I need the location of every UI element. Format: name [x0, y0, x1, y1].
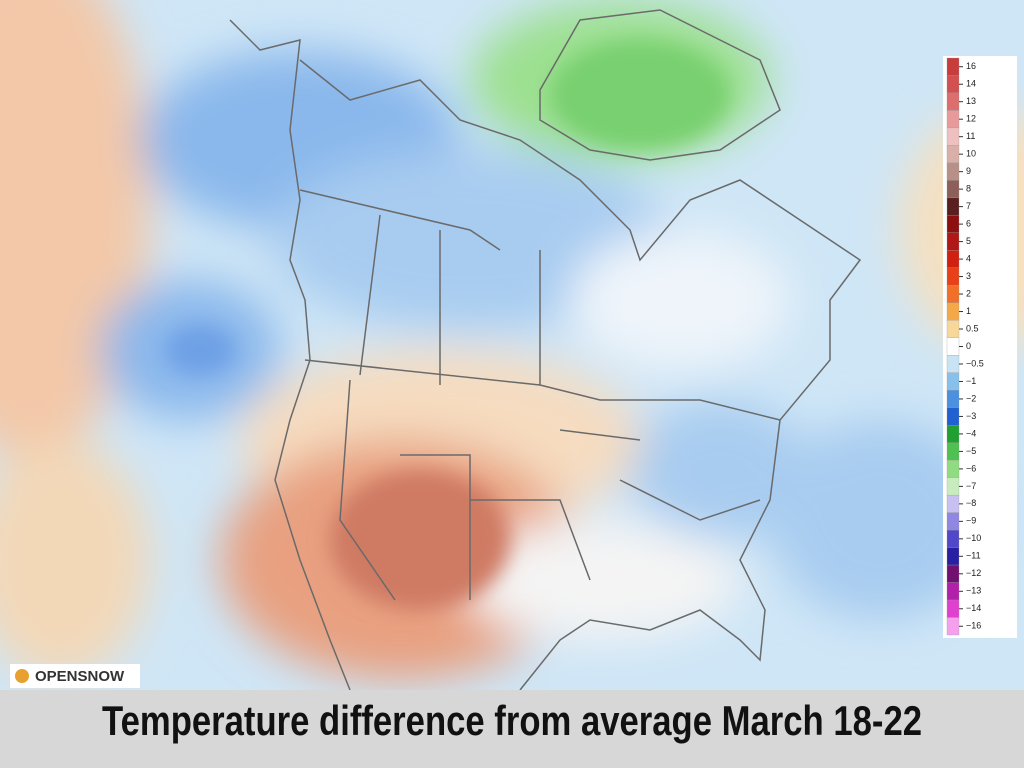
- neutral-area: [460, 520, 740, 640]
- legend-label: −2: [966, 393, 976, 403]
- legend-swatch: [946, 320, 960, 338]
- neutral-area: [570, 230, 790, 370]
- legend-swatch: [946, 372, 960, 391]
- legend-label: −12: [966, 568, 981, 578]
- legend-swatch: [946, 599, 960, 618]
- legend-swatch: [946, 442, 960, 461]
- legend-label: −11: [966, 551, 981, 561]
- legend-label: −1: [966, 376, 976, 386]
- legend-label: 3: [966, 271, 971, 281]
- cold-core: [550, 40, 730, 150]
- legend-label: 8: [966, 184, 971, 194]
- legend-swatch: [946, 127, 960, 146]
- legend-swatch: [946, 337, 960, 356]
- legend: 16 14 13 12 11 10 9 8 7 6 5 4 3 2 1 0.5 0 −0.5 −1 −2 −3 −4 −5 −…: [946, 57, 984, 636]
- legend-swatch: [946, 547, 960, 566]
- legend-label: −9: [966, 516, 976, 526]
- legend-swatch: [946, 75, 960, 94]
- greenland-outline: [539, 9, 781, 161]
- legend-swatch: [946, 92, 960, 111]
- borders: [299, 189, 781, 601]
- legend-swatch: [946, 582, 960, 601]
- legend-swatch: [946, 110, 960, 129]
- legend-swatch: [946, 250, 960, 268]
- legend-label: −0.5: [966, 358, 984, 368]
- legend-swatch: [946, 215, 960, 233]
- legend-label: 9: [966, 166, 971, 176]
- legend-swatch: [946, 285, 960, 303]
- legend-label: −16: [966, 621, 981, 631]
- legend-label: 6: [966, 218, 971, 228]
- legend-label: 16: [966, 61, 976, 71]
- legend-label: 12: [966, 114, 976, 124]
- legend-swatch: [946, 512, 960, 531]
- legend-swatch: [946, 302, 960, 321]
- legend-label: −14: [966, 603, 981, 613]
- legend-swatch: [946, 425, 960, 443]
- coastlines: [229, 9, 862, 691]
- legend-swatch: [946, 57, 960, 76]
- cool-core: [165, 325, 235, 375]
- legend-label: −8: [966, 498, 976, 508]
- legend-label: −3: [966, 411, 976, 421]
- legend-swatch: [946, 355, 960, 373]
- legend-swatch: [946, 267, 960, 286]
- legend-swatch: [946, 460, 960, 478]
- legend-label: 1: [966, 306, 971, 316]
- legend-label: 14: [966, 79, 976, 89]
- legend-label: 4: [966, 253, 971, 263]
- legend-label: 10: [966, 149, 976, 159]
- legend-label: −10: [966, 533, 981, 543]
- legend-swatch: [946, 617, 960, 636]
- legend-swatch: [946, 390, 960, 408]
- legend-label: 2: [966, 288, 971, 298]
- legend-swatch: [946, 162, 960, 181]
- legend-swatch: [946, 145, 960, 164]
- legend-label: −4: [966, 428, 976, 438]
- legend-swatch: [946, 564, 960, 583]
- legend-label: 13: [966, 96, 976, 106]
- caption-bar: [0, 690, 1024, 768]
- legend-swatch: [946, 477, 960, 496]
- legend-label: 5: [966, 236, 971, 246]
- legend-swatch: [946, 197, 960, 216]
- legend-label: −6: [966, 463, 976, 473]
- legend-swatch: [946, 407, 960, 426]
- continent-outline: [229, 19, 862, 691]
- caption: Temperature difference from average Marc…: [102, 697, 922, 744]
- legend-label: 0: [966, 341, 971, 351]
- legend-swatch: [946, 494, 960, 513]
- cool-area: [770, 420, 990, 620]
- logo-box: [10, 664, 140, 688]
- legend-label: −7: [966, 481, 976, 491]
- legend-label: 7: [966, 201, 971, 211]
- legend-swatch: [946, 232, 960, 251]
- logo-text: OPENSNOW: [35, 668, 125, 685]
- logo-icon: [15, 669, 29, 683]
- warm-core: [330, 470, 510, 610]
- legend-label: 11: [966, 131, 975, 141]
- cool-area: [630, 400, 810, 540]
- temperature-core: [165, 40, 730, 610]
- legend-label: −5: [966, 446, 976, 456]
- legend-label: 0.5: [966, 323, 979, 333]
- warm-area: [0, 440, 150, 680]
- legend-label: −13: [966, 586, 981, 596]
- legend-swatch: [946, 529, 960, 548]
- cool-area: [270, 150, 670, 330]
- legend-swatch: [946, 180, 960, 199]
